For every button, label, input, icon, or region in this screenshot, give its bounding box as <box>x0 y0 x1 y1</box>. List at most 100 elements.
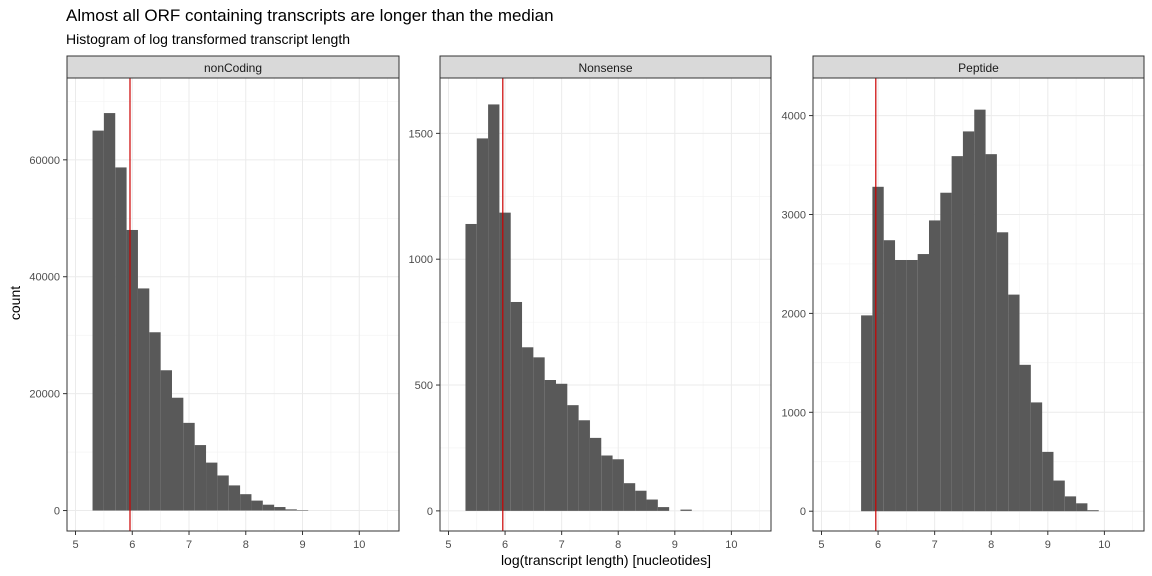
histogram-bar <box>951 156 963 512</box>
histogram-bar <box>476 138 489 511</box>
x-tick-label: 10 <box>725 539 737 551</box>
histogram-bar <box>872 186 884 512</box>
y-tick-label: 0 <box>800 506 806 518</box>
y-tick-label: 20000 <box>29 389 60 401</box>
histogram-bar <box>917 254 929 512</box>
histogram-bar <box>262 504 275 511</box>
histogram-bar <box>251 500 263 511</box>
facet-strip-label: nonCoding <box>204 61 262 75</box>
histogram-bar <box>92 130 104 511</box>
facet-strip <box>812 55 1145 79</box>
histogram-bar <box>1042 451 1054 512</box>
chart-subtitle: Histogram of log transformed transcript … <box>66 31 351 47</box>
histogram-bar <box>465 223 477 511</box>
histogram-bar <box>206 462 218 511</box>
x-tick-label: 7 <box>559 539 565 551</box>
x-tick-label: 6 <box>129 539 135 551</box>
x-tick-label: 7 <box>932 539 938 551</box>
x-tick-label: 10 <box>1098 539 1110 551</box>
facet-strip-label: Peptide <box>958 61 999 75</box>
x-tick-label: 8 <box>988 539 994 551</box>
histogram-bar <box>183 422 195 511</box>
histogram-bar <box>522 347 534 511</box>
y-tick-label: 1000 <box>409 254 433 266</box>
x-tick-label: 8 <box>615 539 621 551</box>
histogram-bar <box>160 370 172 511</box>
y-tick-label: 40000 <box>29 272 60 284</box>
y-tick-label: 0 <box>54 506 60 518</box>
x-tick-label: 9 <box>672 539 678 551</box>
histogram-bar <box>996 232 1009 512</box>
histogram-bar <box>680 509 692 511</box>
histogram-bar <box>1087 510 1099 512</box>
y-tick-label: 500 <box>415 380 433 392</box>
histogram-bar <box>962 131 975 512</box>
histogram-bar <box>115 167 127 511</box>
histogram-bar <box>149 332 161 511</box>
x-tick-label: 7 <box>186 539 192 551</box>
histogram-bar <box>589 437 602 511</box>
histogram-bar <box>555 383 568 511</box>
x-tick-label: 9 <box>299 539 305 551</box>
histogram-bar <box>578 420 590 511</box>
facet-strip <box>66 55 400 79</box>
histogram-bar <box>861 315 873 512</box>
histogram-bar <box>612 459 624 511</box>
histogram-bar <box>285 509 297 511</box>
histogram-bar <box>1030 402 1043 512</box>
histogram-bar <box>499 212 511 511</box>
y-tick-label: 0 <box>427 506 433 518</box>
histogram-bar <box>544 380 556 511</box>
x-tick-label: 10 <box>353 539 365 551</box>
x-tick-label: 9 <box>1045 539 1051 551</box>
x-tick-label: 8 <box>243 539 249 551</box>
histogram-bar <box>895 259 907 512</box>
histogram-bar <box>1076 503 1088 512</box>
histogram-bar <box>906 259 918 512</box>
histogram-bar <box>296 510 309 511</box>
histogram-bar <box>940 192 952 512</box>
y-tick-label: 4000 <box>782 111 806 123</box>
histogram-bar <box>567 405 579 511</box>
histogram-bar <box>217 475 229 511</box>
x-tick-label: 5 <box>72 539 78 551</box>
histogram-bar <box>928 220 941 512</box>
histogram-bar <box>657 507 670 511</box>
histogram-bar <box>103 113 116 511</box>
histogram-bar <box>1019 364 1031 512</box>
x-tick-label: 5 <box>445 539 451 551</box>
x-tick-label: 6 <box>502 539 508 551</box>
histogram-bar <box>240 494 252 511</box>
histogram-bar <box>974 109 986 512</box>
y-tick-label: 60000 <box>29 155 60 167</box>
y-tick-label: 1500 <box>409 128 433 140</box>
y-tick-label: 2000 <box>782 308 806 320</box>
histogram-bar <box>646 499 658 511</box>
histogram-bar <box>635 490 647 511</box>
x-tick-label: 5 <box>818 539 824 551</box>
histogram-bar <box>137 288 150 511</box>
y-tick-label: 3000 <box>782 209 806 221</box>
histogram-bar <box>985 154 997 512</box>
histogram-bar <box>126 229 138 511</box>
histogram-bar <box>171 397 184 511</box>
facet-strip-label: Nonsense <box>578 61 632 75</box>
histogram-bar <box>533 357 545 511</box>
histogram-bar <box>1008 294 1020 512</box>
histogram-bar <box>510 301 523 511</box>
y-axis-label: count <box>7 285 23 321</box>
histogram-bar <box>274 507 286 511</box>
facet-strip <box>439 55 772 79</box>
histogram-bar <box>488 104 500 511</box>
histogram-bar <box>883 240 896 512</box>
histogram-bar <box>601 455 613 511</box>
x-axis-label: log(transcript length) [nucleotides] <box>500 552 712 568</box>
x-tick-label: 6 <box>875 539 881 551</box>
histogram-bar <box>228 485 241 511</box>
histogram-bar <box>623 483 636 511</box>
histogram-bar <box>194 445 207 511</box>
histogram-bar <box>1064 496 1077 512</box>
chart-title: Almost all ORF containing transcripts ar… <box>66 6 554 25</box>
y-tick-label: 1000 <box>782 407 806 419</box>
